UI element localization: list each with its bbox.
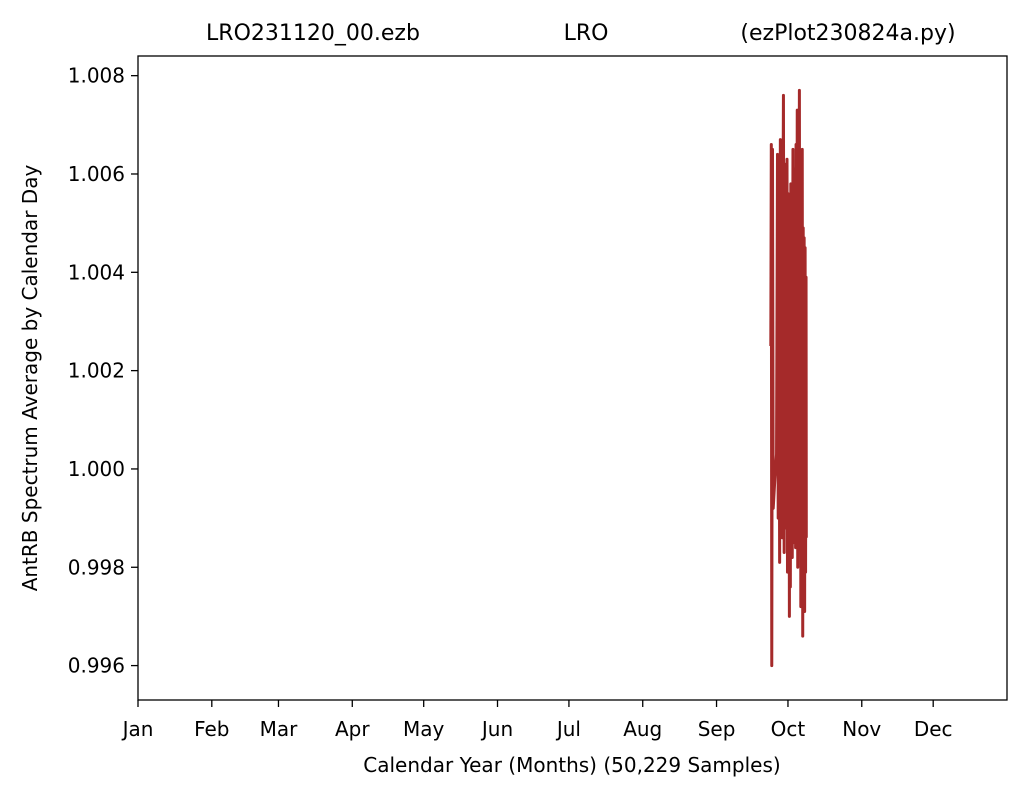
y-tick-label-6: 1.008	[68, 64, 125, 88]
x-tick-label-jul: Jul	[555, 717, 581, 741]
x-tick-label-nov: Nov	[842, 717, 881, 741]
y-tick-label-0: 0.996	[68, 654, 125, 678]
chart-title-file: LRO231120_00.ezb	[206, 21, 420, 46]
y-tick-label-3: 1.002	[68, 359, 125, 383]
x-tick-label-may: May	[403, 717, 445, 741]
x-tick-label-dec: Dec	[914, 717, 953, 741]
x-tick-label-aug: Aug	[623, 717, 662, 741]
x-tick-label-sep: Sep	[698, 717, 736, 741]
x-axis-label: Calendar Year (Months) (50,229 Samples)	[363, 753, 780, 777]
y-tick-label-5: 1.006	[68, 162, 125, 186]
x-tick-label-jan: Jan	[121, 717, 154, 741]
plot-frame	[137, 55, 1008, 701]
x-tick-label-jun: Jun	[480, 717, 513, 741]
y-tick-label-2: 1.000	[68, 457, 125, 481]
x-axis: Jan Feb Mar Apr May Jun Jul Aug Sep Oct Nov Dec	[121, 700, 953, 741]
y-tick-label-1: 0.998	[68, 555, 125, 579]
x-tick-label-oct: Oct	[771, 717, 806, 741]
x-tick-label-mar: Mar	[260, 717, 299, 741]
y-axis: 0.996 0.998 1.000 1.002 1.004 1.006 1.008	[68, 64, 138, 678]
x-tick-label-apr: Apr	[335, 717, 370, 741]
series-layer	[769, 88, 808, 668]
series-line-0	[769, 88, 808, 668]
y-tick-label-4: 1.004	[68, 260, 125, 284]
chart-title-station: LRO	[564, 21, 609, 46]
x-tick-label-feb: Feb	[194, 717, 229, 741]
chart-title-script: (ezPlot230824a.py)	[740, 21, 955, 46]
y-axis-label: AntRB Spectrum Average by Calendar Day	[18, 165, 42, 592]
